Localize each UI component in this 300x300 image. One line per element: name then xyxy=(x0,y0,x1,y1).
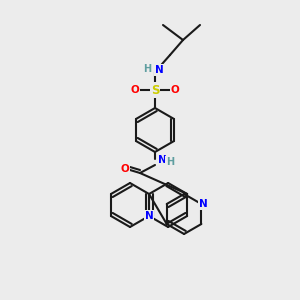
Text: N: N xyxy=(158,155,166,165)
Text: N: N xyxy=(199,199,208,209)
Text: O: O xyxy=(121,164,129,174)
Text: O: O xyxy=(130,85,140,95)
Text: O: O xyxy=(171,85,179,95)
Text: N: N xyxy=(154,65,164,75)
Text: H: H xyxy=(166,157,174,167)
Text: S: S xyxy=(151,83,159,97)
Text: H: H xyxy=(143,64,151,74)
Text: N: N xyxy=(145,211,153,221)
